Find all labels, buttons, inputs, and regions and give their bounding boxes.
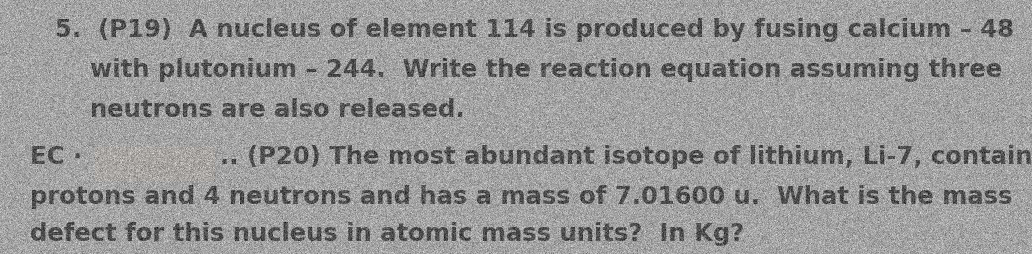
Text: 5.  (P19)  A nucleus of element 114 is produced by fusing calcium – 48: 5. (P19) A nucleus of element 114 is pro… <box>55 18 1014 42</box>
Text: defect for this nucleus in atomic mass units?  In Kg?: defect for this nucleus in atomic mass u… <box>30 222 744 246</box>
Text: with plutonium – 244.  Write the reaction equation assuming three: with plutonium – 244. Write the reaction… <box>90 58 1002 82</box>
Text: .. (P20) The most abundant isotope of lithium, Li-7, contains 3: .. (P20) The most abundant isotope of li… <box>220 145 1032 169</box>
FancyBboxPatch shape <box>95 147 215 181</box>
Text: protons and 4 neutrons and has a mass of 7.01600 u.  What is the mass: protons and 4 neutrons and has a mass of… <box>30 185 1012 209</box>
Text: neutrons are also released.: neutrons are also released. <box>90 98 464 122</box>
Text: EC ·: EC · <box>30 145 83 169</box>
